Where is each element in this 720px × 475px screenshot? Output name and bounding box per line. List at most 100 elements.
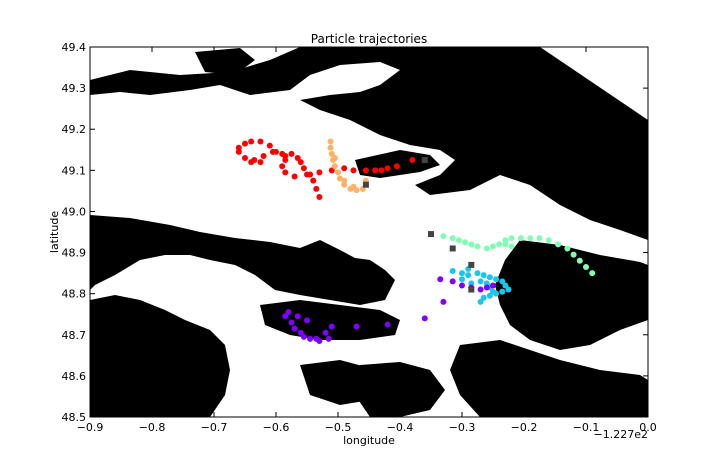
trajectory-point <box>331 163 338 170</box>
y-axis-ticks: 48.5 48.6 48.7 48.8 48.9 49.0 49.1 49.2 49.3 49.4 <box>62 41 648 424</box>
coastline-map <box>90 47 648 417</box>
trajectory-point <box>341 177 348 184</box>
trajectory-point <box>499 288 506 295</box>
y-tick-label: 49.1 <box>62 164 87 177</box>
trajectory-point <box>327 138 334 145</box>
land-southeast <box>450 340 648 417</box>
x-tick-label: −0.1 <box>573 421 600 434</box>
land-west <box>90 215 395 305</box>
start-marker <box>468 261 475 268</box>
trajectory-point <box>474 243 481 250</box>
trajectory-point <box>393 163 400 170</box>
trajectory-point <box>455 237 462 244</box>
x-tick-label: −0.5 <box>325 421 352 434</box>
trajectory-point <box>327 144 334 151</box>
trajectory-point <box>486 292 493 299</box>
y-tick-label: 48.9 <box>62 247 87 260</box>
trajectory-point <box>260 152 267 159</box>
trajectory-point <box>322 329 329 336</box>
x-axis-label: longitude <box>343 434 395 447</box>
trajectory-point <box>248 138 255 145</box>
trajectory-point <box>477 298 484 305</box>
start-marker <box>421 157 428 164</box>
trajectory-point <box>316 194 323 201</box>
trajectory-point <box>372 167 379 174</box>
trajectory-point <box>279 163 286 170</box>
x-tick-label: −0.7 <box>201 421 228 434</box>
trajectory-series-1 <box>327 138 369 194</box>
land-east <box>495 240 648 350</box>
trajectory-point <box>235 148 242 155</box>
trajectory-point <box>483 280 490 287</box>
land-south-central <box>355 362 445 417</box>
trajectory-point <box>502 282 509 289</box>
trajectory-point <box>499 278 506 285</box>
trajectory-point <box>583 263 589 270</box>
trajectory-point <box>266 142 273 149</box>
trajectory-point <box>508 243 515 250</box>
trajectory-point <box>459 270 465 277</box>
trajectory-point <box>328 150 335 157</box>
y-tick-label: 48.8 <box>62 288 87 301</box>
trajectory-point <box>300 165 307 172</box>
trajectory-point <box>570 251 577 258</box>
trajectory-point <box>282 169 289 176</box>
trajectory-point <box>350 167 357 174</box>
trajectory-point <box>483 284 490 291</box>
trajectory-point <box>421 315 428 322</box>
axes-frame <box>89 46 649 418</box>
trajectory-point <box>490 288 496 295</box>
trajectory-point <box>493 276 500 283</box>
trajectory-point <box>291 173 298 180</box>
y-tick-label: 49.3 <box>62 82 87 95</box>
trajectory-point <box>313 185 320 192</box>
trajectory-point <box>505 286 512 293</box>
trajectory-point <box>449 268 456 275</box>
trajectory-point <box>496 241 503 248</box>
trajectory-point <box>459 276 465 283</box>
trajectory-point <box>477 286 484 293</box>
trajectory-point <box>288 319 295 326</box>
trajectory-point <box>257 138 264 145</box>
trajectory-point <box>440 233 447 240</box>
trajectory-point <box>468 241 475 248</box>
trajectory-point <box>316 169 323 176</box>
trajectory-point <box>300 333 307 340</box>
trajectory-point <box>486 274 493 281</box>
trajectory-point <box>294 313 301 320</box>
trajectory-point <box>480 294 487 301</box>
trajectory-point <box>242 155 248 161</box>
y-tick-label: 49.4 <box>62 41 87 54</box>
trajectory-point <box>536 235 543 242</box>
trajectory-point <box>282 313 289 320</box>
trajectory-point <box>545 237 552 244</box>
trajectory-point <box>307 335 314 342</box>
x-tick-label: 0.0 <box>639 421 657 434</box>
chart-title: Particle trajectories <box>311 32 427 46</box>
trajectory-point <box>248 159 255 166</box>
trajectory-point <box>517 235 524 242</box>
trajectory-point <box>465 272 472 279</box>
x-tick-label: −0.3 <box>449 421 476 434</box>
trajectory-point <box>294 155 301 161</box>
trajectory-point <box>480 272 487 279</box>
y-tick-label: 49.0 <box>62 205 87 218</box>
trajectory-point <box>527 235 534 242</box>
trajectory-point <box>282 157 289 164</box>
start-marker <box>449 245 456 252</box>
trajectory-point <box>297 159 304 166</box>
x-tick-label: −0.2 <box>511 421 538 434</box>
start-marker <box>362 181 369 188</box>
x-offset-label: −1.227e2 <box>594 428 648 441</box>
trajectory-point <box>291 325 298 332</box>
y-tick-label: 49.2 <box>62 123 87 136</box>
trajectory-point <box>490 243 496 250</box>
trajectory-point <box>409 157 416 164</box>
trajectory-point <box>242 140 248 147</box>
trajectory-point <box>341 181 348 188</box>
trajectory-point <box>288 150 295 157</box>
trajectory-series <box>235 138 596 344</box>
x-axis-ticks: −0.9 −0.8 −0.7 −0.6 −0.5 −0.4 −0.3 −0.2 −0.1 0.0 <box>77 47 657 434</box>
trajectory-point <box>564 245 571 252</box>
